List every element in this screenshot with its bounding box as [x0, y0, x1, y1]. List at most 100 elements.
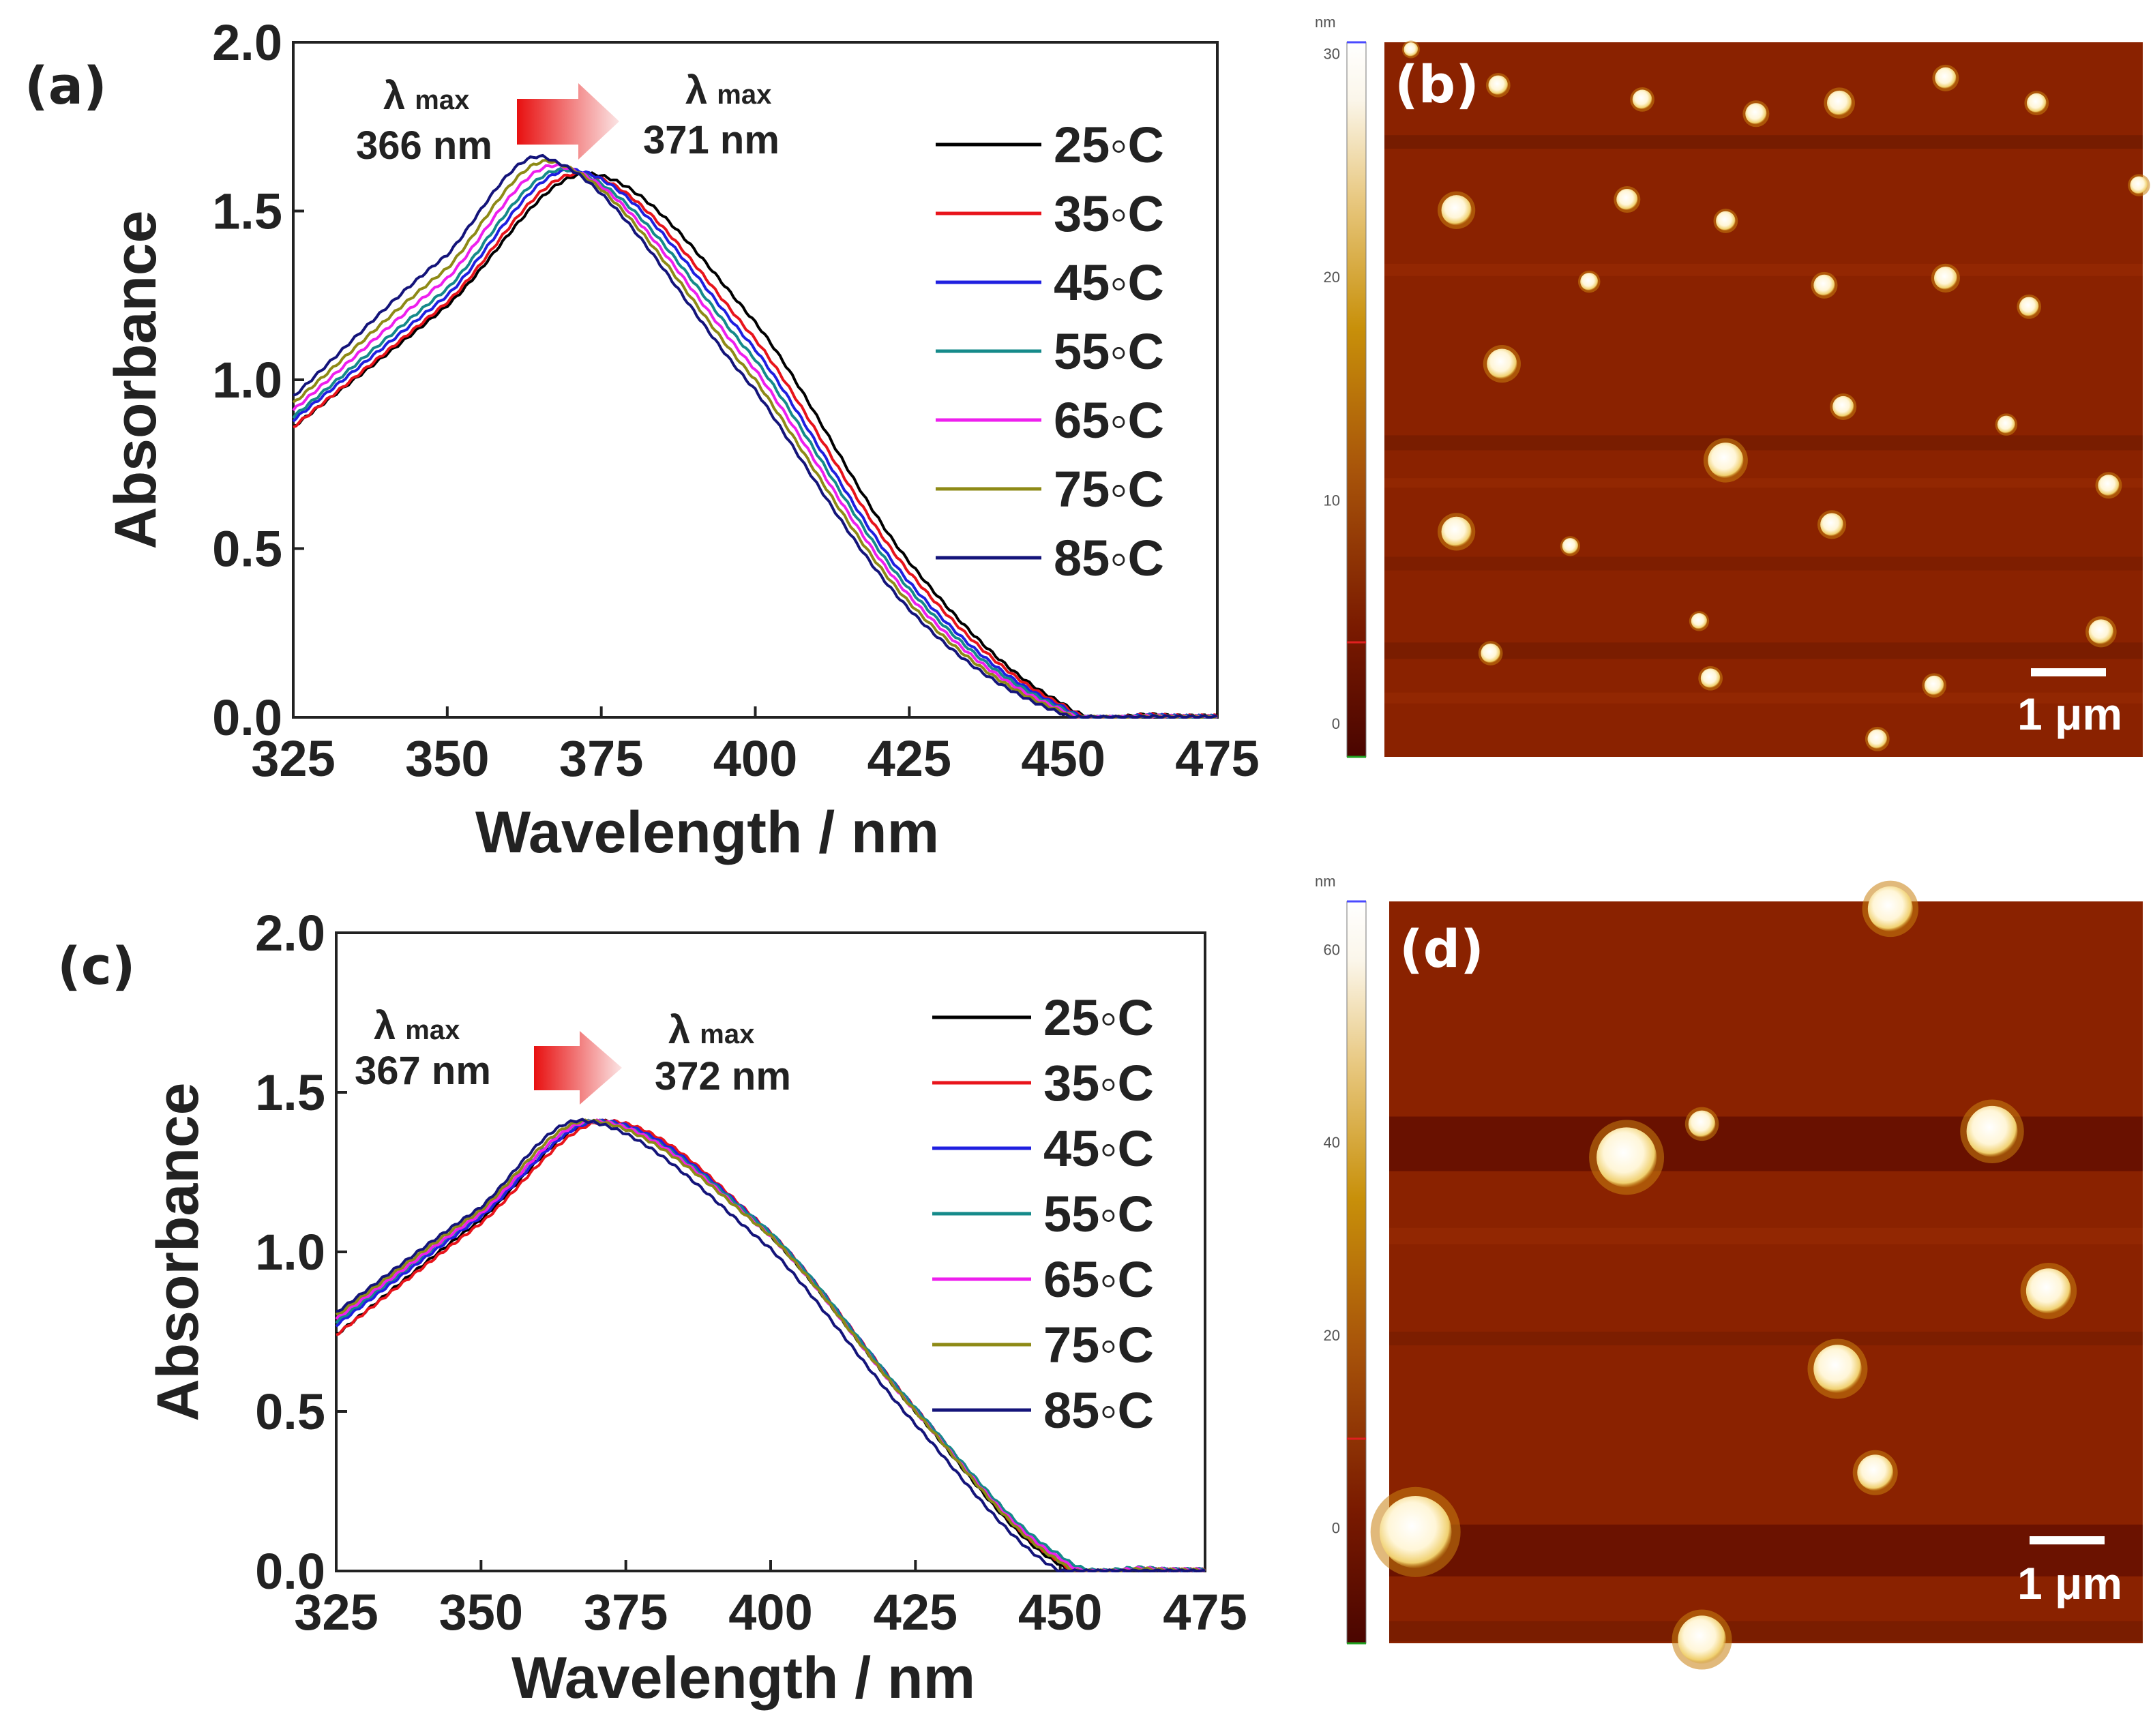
x-tick-label: 350: [439, 1584, 523, 1641]
particle: [1811, 271, 1838, 299]
colorbar-tick-label: 20: [1324, 1327, 1340, 1344]
particle: [1401, 40, 1420, 59]
y-axis-title: Absorbance: [145, 1082, 211, 1421]
x-tick-label: 350: [405, 730, 489, 787]
scan-stripe: [1384, 478, 2143, 488]
particle: [1577, 270, 1601, 293]
particle: [1589, 1120, 1665, 1195]
particle: [1713, 209, 1738, 233]
y-axis-title: Absorbance: [103, 210, 168, 549]
colorbar-tick-label: 20: [1324, 269, 1340, 286]
x-tick-label: 400: [728, 1584, 812, 1641]
particle: [1932, 64, 1959, 91]
particle: [1483, 344, 1521, 383]
colorbar-ticks: 30 20 10 0: [1324, 45, 1340, 732]
y-tick-label: 1.5: [212, 183, 282, 240]
afm-scan-area: [1384, 42, 2143, 757]
particle: [1742, 100, 1770, 128]
scan-stripe: [1384, 556, 2143, 571]
x-tick-label: 450: [1018, 1584, 1102, 1641]
legend-label: 65◦C: [1043, 1251, 1154, 1308]
scan-stripe: [1389, 1332, 2143, 1346]
scale-bar-label: 1 μm: [2017, 689, 2122, 739]
panel-a-label: (a): [25, 55, 107, 116]
particle: [1689, 611, 1710, 631]
particles: [1401, 40, 2150, 751]
scale-bar: [2030, 1536, 2105, 1544]
particle: [2020, 1262, 2077, 1319]
y-tick-label: 0.5: [212, 521, 282, 578]
scale-bar-label: 1 μm: [2017, 1558, 2122, 1608]
scan-line-stripes: [1384, 135, 2143, 704]
x-tick-label: 425: [874, 1584, 957, 1641]
lambda-max-annotation: λ max 366 nm λ max 371 nm: [356, 68, 779, 168]
x-tick-label: 425: [867, 730, 951, 787]
scan-stripe: [1384, 642, 2143, 659]
spectra-series: [335, 1118, 1206, 1573]
legend-label: 75◦C: [1054, 461, 1164, 518]
colorbar-tick-label: 0: [1332, 715, 1340, 732]
particle: [1703, 438, 1748, 483]
lambda-value-right: 371 nm: [643, 118, 779, 162]
axis-ticks: 325 350 375 400 425 450 475 0.0 0.5 1.0 1.5 2.0: [255, 905, 1247, 1641]
particle: [1995, 413, 2018, 436]
colorbar-ticks: 60 40 20 0: [1324, 942, 1340, 1537]
lambda-value-left: 367 nm: [355, 1049, 491, 1093]
series-line-5: [292, 162, 1218, 719]
particle: [1922, 673, 1947, 698]
legend-label: 85◦C: [1054, 530, 1164, 586]
afm-scan-area: [1389, 901, 2143, 1643]
series-line-4: [292, 166, 1218, 719]
series-line-7: [293, 153, 1218, 719]
particle: [1560, 536, 1581, 556]
legend-label: 35◦C: [1043, 1055, 1154, 1111]
particle: [1438, 513, 1476, 551]
panel-c-label: (c): [57, 936, 136, 996]
scan-stripe: [1389, 1116, 2143, 1171]
particle: [1478, 641, 1503, 665]
particle: [1830, 393, 1857, 420]
legend-label: 45◦C: [1043, 1120, 1154, 1177]
panel-a-absorbance-chart: (a) 325 350 375 400 425 450 475 0.0 0.5 1.0 1.5 2.0…: [25, 14, 1260, 865]
legend-label: 55◦C: [1043, 1186, 1154, 1242]
legend-label: 85◦C: [1043, 1382, 1154, 1439]
series-line-2: [293, 170, 1218, 719]
legend-label: 65◦C: [1054, 392, 1164, 449]
shift-arrow-icon: [517, 83, 619, 160]
colorbar-unit: nm: [1315, 14, 1336, 31]
particle: [2024, 91, 2049, 115]
particle: [1630, 87, 1654, 112]
panel-c-absorbance-chart: (c) 325 350 375 400 425 450 475 0.0 0.5 1.0 1.5 2.0…: [57, 905, 1247, 1711]
y-tick-label: 1.0: [255, 1224, 325, 1281]
particle: [1817, 510, 1847, 539]
x-tick-label: 475: [1175, 730, 1259, 787]
panel-b-afm-image: nm 30 20 10 0 (b) 1 μm: [1315, 14, 2150, 758]
particle: [2095, 472, 2122, 499]
scan-stripe: [1384, 263, 2143, 276]
legend-label: 35◦C: [1054, 185, 1164, 242]
particle: [1438, 191, 1476, 229]
x-axis-title: Wavelength / nm: [475, 800, 939, 865]
colorbar-tick-label: 40: [1324, 1134, 1340, 1151]
series-line-7: [336, 1118, 1206, 1573]
lambda-max-annotation: λ max 367 nm λ max 372 nm: [355, 1004, 791, 1105]
particle: [2128, 174, 2150, 196]
x-tick-label: 375: [559, 730, 643, 787]
legend-label: 45◦C: [1054, 254, 1164, 311]
lambda-value-left: 366 nm: [356, 123, 492, 168]
colorbar-tick-label: 60: [1324, 942, 1340, 959]
series-line-6: [335, 1118, 1206, 1573]
panel-b-label: (b): [1395, 54, 1479, 115]
particle: [2017, 294, 2042, 319]
lambda-symbol-right: λ max: [668, 1008, 754, 1052]
particle: [1807, 1338, 1868, 1399]
legend-label: 55◦C: [1054, 323, 1164, 380]
x-tick-label: 375: [584, 1584, 668, 1641]
particle: [1672, 1609, 1732, 1670]
y-tick-label: 2.0: [255, 905, 325, 961]
x-tick-label: 400: [713, 730, 797, 787]
axis-ticks: 325 350 375 400 425 450 475 0.0 0.5 1.0 1.5 2.0: [212, 14, 1260, 787]
particle: [1684, 1107, 1719, 1141]
lambda-value-right: 372 nm: [655, 1054, 791, 1098]
